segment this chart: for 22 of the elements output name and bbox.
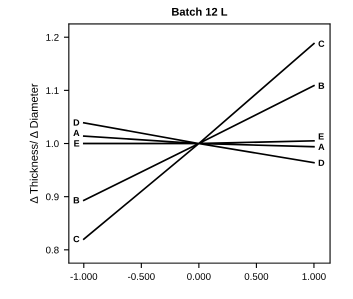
x-tick-label: -0.500 xyxy=(128,273,155,280)
y-tick-label: 1.0 xyxy=(46,140,59,148)
series-label: D xyxy=(74,119,80,126)
series-label: C xyxy=(73,236,80,242)
text: C xyxy=(318,40,324,47)
y-tick-label: 1.2 xyxy=(46,34,59,41)
y-tick-label: 0.8 xyxy=(46,246,59,254)
y-tick-label: 1.1 xyxy=(46,87,59,94)
x-tick-label: 0.000 xyxy=(187,273,211,280)
chart-title: Batch 12 L xyxy=(172,8,228,16)
text: B xyxy=(318,82,324,89)
series-label: A xyxy=(318,144,324,150)
series-label: E xyxy=(74,140,80,146)
y-axis-title: Δ Thickness/ Δ Diameter xyxy=(30,84,38,204)
series-label: B xyxy=(74,197,80,204)
text: E xyxy=(318,133,324,140)
text: D xyxy=(318,160,324,166)
x-tick-label: 1.000 xyxy=(302,273,326,280)
x-tick-label: 0.500 xyxy=(244,273,268,280)
text: A xyxy=(73,130,80,136)
y-tick-label: 0.9 xyxy=(46,193,59,200)
x-tick-label: -1.000 xyxy=(70,273,98,280)
